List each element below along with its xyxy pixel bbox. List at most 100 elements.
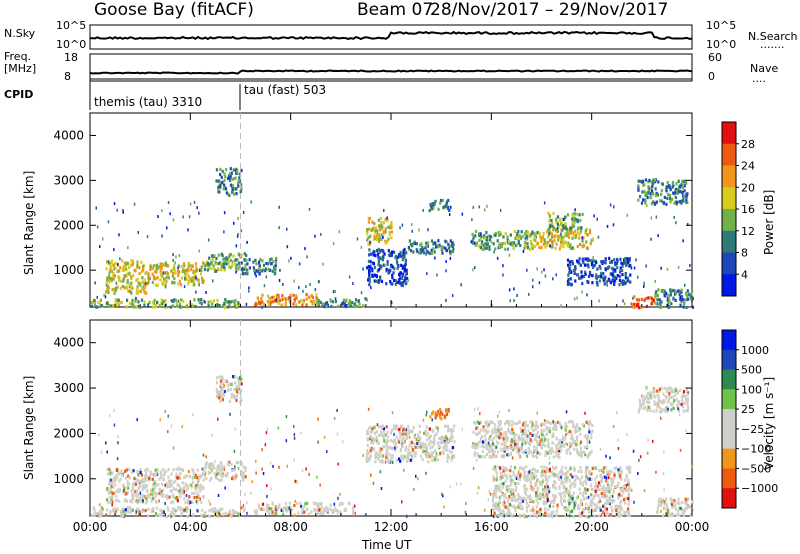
scatter-cell <box>495 454 498 458</box>
scatter-cell <box>431 440 434 444</box>
noise-point <box>460 283 462 287</box>
scatter-cell <box>617 468 620 472</box>
scatter-cell <box>598 264 601 268</box>
scatter-cell <box>451 435 454 439</box>
scatter-cell <box>413 241 416 246</box>
scatter-cell <box>156 276 159 280</box>
scatter-cell <box>657 396 660 400</box>
noise-point <box>293 279 295 283</box>
scatter-cell <box>432 410 435 414</box>
scatter-cell <box>595 474 599 479</box>
scatter-cell <box>543 238 546 242</box>
scatter-cell <box>526 237 529 241</box>
noise-point <box>406 514 408 518</box>
scatter-cell <box>369 252 373 256</box>
scatter-cell <box>506 506 509 510</box>
scatter-cell <box>523 441 526 445</box>
scatter-cell <box>616 266 619 270</box>
scatter-cell <box>377 239 381 243</box>
scatter-cell <box>136 263 139 267</box>
scatter-cell <box>316 510 319 514</box>
scatter-cell <box>619 266 622 270</box>
scatter-cell <box>130 263 133 267</box>
scatter-cell <box>602 276 605 280</box>
scatter-cell <box>596 283 599 287</box>
scatter-cell <box>269 257 272 261</box>
scatter-cell <box>266 508 269 512</box>
scatter-cell <box>582 424 586 428</box>
scatter-cell <box>136 480 139 484</box>
scatter-cell <box>382 254 385 258</box>
noise-point <box>508 288 511 292</box>
scatter-cell <box>253 509 256 513</box>
scatter-cell <box>584 231 587 235</box>
scatter-cell <box>629 466 632 470</box>
noise-point <box>384 264 386 268</box>
scatter-cell <box>647 296 650 300</box>
scatter-cell <box>197 494 200 498</box>
scatter-cell <box>601 513 604 517</box>
scatter-cell <box>193 475 197 479</box>
scatter-cell <box>110 266 113 270</box>
scatter-cell <box>229 513 232 517</box>
scatter-cell <box>555 474 558 478</box>
noise-point <box>393 432 395 436</box>
scatter-cell <box>487 430 490 434</box>
scatter-cell <box>615 504 618 508</box>
scatter-cell <box>390 428 394 432</box>
scatter-cell <box>536 486 539 490</box>
scatter-cell <box>184 272 187 276</box>
scatter-cell <box>517 235 520 240</box>
scatter-cell <box>569 473 572 477</box>
scatter-cell <box>233 301 236 305</box>
scatter-cell <box>512 448 515 452</box>
scatter-cell <box>680 183 683 187</box>
scatter-cell <box>451 249 454 254</box>
scatter-cell <box>608 490 611 494</box>
scatter-cell <box>525 509 528 513</box>
scatter-cell <box>586 440 589 445</box>
noise-point <box>509 299 511 303</box>
scatter-cell <box>419 445 422 449</box>
scatter-cell <box>221 387 224 391</box>
scatter-cell <box>162 510 165 514</box>
noise-point <box>246 501 248 505</box>
scatter-cell <box>300 299 303 303</box>
noise-point <box>133 202 136 206</box>
scatter-cell <box>530 420 533 424</box>
scatter-cell <box>548 487 551 491</box>
noise-trace <box>90 30 693 41</box>
scatter-cell <box>444 441 447 445</box>
scatter-cell <box>543 428 546 432</box>
scatter-cell <box>128 285 131 289</box>
scatter-cell <box>637 179 640 183</box>
scatter-cell <box>542 442 545 446</box>
scatter-cell <box>154 499 157 503</box>
scatter-cell <box>155 263 159 267</box>
scatter-cell <box>185 268 188 272</box>
scatter-cell <box>623 510 626 514</box>
scatter-cell <box>513 498 516 502</box>
scatter-cell <box>512 470 515 474</box>
scatter-cell <box>230 171 233 175</box>
scatter-cell <box>648 396 651 400</box>
scatter-cell <box>222 382 225 386</box>
scatter-cell <box>574 482 577 486</box>
scatter-cell <box>218 304 221 308</box>
scatter-cell <box>653 178 656 182</box>
scatter-cell <box>638 398 641 402</box>
noise-point <box>470 240 472 244</box>
scatter-cell <box>172 510 175 514</box>
scatter-cell <box>338 503 341 507</box>
scatter-cell <box>231 508 234 513</box>
scatter-cell <box>171 507 174 511</box>
scatter-cell <box>605 507 609 511</box>
scatter-cell <box>235 398 238 403</box>
noise-point <box>261 305 263 309</box>
scatter-cell <box>479 440 482 444</box>
scatter-cell <box>548 426 551 430</box>
scatter-cell <box>224 187 228 191</box>
scatter-cell <box>671 197 674 201</box>
scatter-cell <box>475 426 478 430</box>
scatter-cell <box>444 239 447 243</box>
